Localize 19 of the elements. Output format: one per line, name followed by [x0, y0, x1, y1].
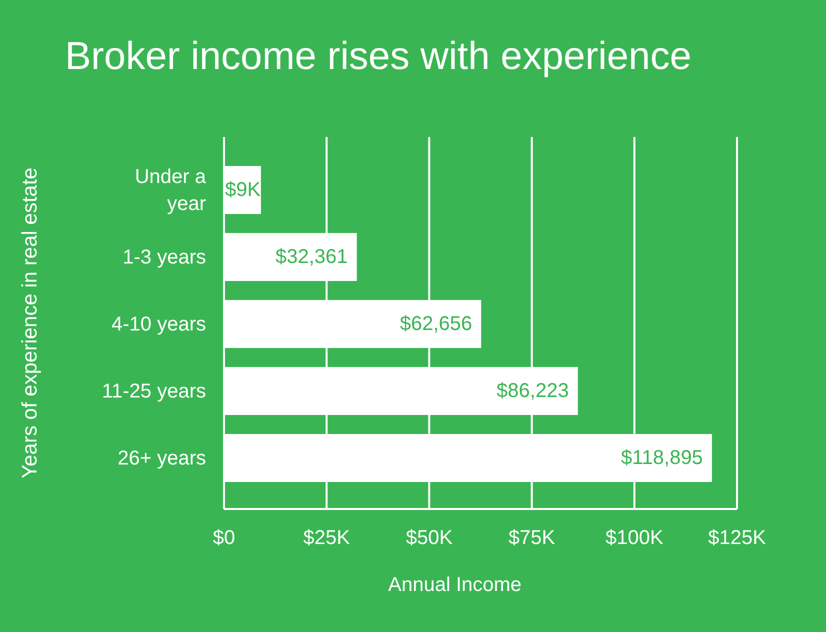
y-tick-label: 4-10 years: [112, 314, 206, 336]
x-tick-label: $0: [212, 527, 236, 550]
x-tick-label: $125K: [708, 527, 767, 550]
y-tick-label: Under a year: [134, 166, 207, 215]
x-tick-label: $75K: [508, 527, 556, 550]
y-tick-label: 26+ years: [118, 448, 206, 470]
data-label: $32,361: [276, 246, 348, 268]
data-label: $86,223: [496, 380, 569, 402]
y-tick-label: 11-25 years: [102, 380, 206, 402]
chart-title: Broker income rises with experience: [65, 35, 692, 78]
x-tick-label: $100K: [605, 527, 664, 550]
x-tick-label: $50K: [406, 527, 454, 550]
y-axis-title: Years of experience in real estate: [18, 168, 42, 478]
y-tick-label: 1-3 years: [122, 246, 206, 268]
x-axis-title: Annual Income: [388, 574, 522, 596]
data-label: $9K: [224, 179, 262, 201]
x-tick-label: $25K: [303, 527, 351, 550]
data-label: $62,656: [400, 313, 472, 335]
data-label: $118,895: [621, 447, 703, 469]
